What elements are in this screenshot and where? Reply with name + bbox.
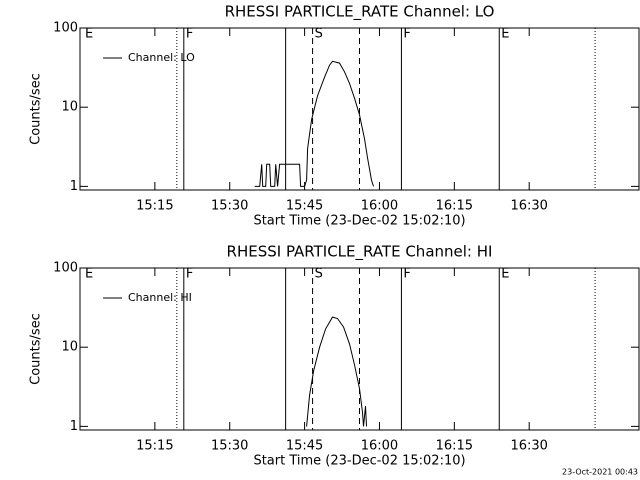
- series-line: [254, 60, 374, 187]
- flag-label: F: [186, 267, 193, 282]
- flag-label: E: [85, 267, 93, 282]
- x-axis-label: Start Time (23-Dec-02 15:02:10): [253, 454, 465, 469]
- y-axis-label: Counts/sec: [29, 313, 44, 385]
- x-axis-label: Start Time (23-Dec-02 15:02:10): [253, 214, 465, 229]
- flag-label: E: [85, 27, 93, 42]
- footer: 23-Oct-2021 00:43: [562, 468, 638, 477]
- flag-label: F: [403, 27, 410, 42]
- chart-title: RHESSI PARTICLE_RATE Channel: LO: [225, 3, 495, 22]
- series-line: [306, 316, 367, 427]
- flag-label: E: [501, 267, 509, 282]
- x-tick-label: 16:15: [436, 199, 473, 214]
- y-tick-label: 10: [61, 100, 78, 115]
- flag-label: S: [315, 267, 323, 282]
- y-tick-label: 100: [53, 21, 78, 36]
- chart-title: RHESSI PARTICLE_RATE Channel: HI: [227, 243, 493, 262]
- x-tick-label: 16:30: [510, 199, 547, 214]
- legend-label: Channel: HI: [128, 291, 192, 304]
- flag-label: F: [186, 27, 193, 42]
- y-tick-label: 1: [70, 179, 78, 194]
- y-tick-label: 100: [53, 261, 78, 276]
- x-tick-label: 15:30: [211, 199, 248, 214]
- x-tick-label: 16:15: [436, 439, 473, 454]
- y-tick-label: 10: [61, 340, 78, 355]
- x-tick-label: 16:00: [361, 199, 398, 214]
- x-tick-label: 15:45: [286, 199, 323, 214]
- legend-label: Channel: LO: [128, 51, 195, 64]
- flag-label: E: [501, 27, 509, 42]
- flag-label: F: [403, 267, 410, 282]
- y-axis-label: Counts/sec: [29, 73, 44, 145]
- x-tick-label: 15:30: [211, 439, 248, 454]
- x-tick-label: 16:00: [361, 439, 398, 454]
- flag-label: S: [315, 27, 323, 42]
- x-tick-label: 15:15: [136, 439, 173, 454]
- y-tick-label: 1: [70, 419, 78, 434]
- x-tick-label: 16:30: [510, 439, 547, 454]
- x-tick-label: 15:15: [136, 199, 173, 214]
- x-tick-label: 15:45: [286, 439, 323, 454]
